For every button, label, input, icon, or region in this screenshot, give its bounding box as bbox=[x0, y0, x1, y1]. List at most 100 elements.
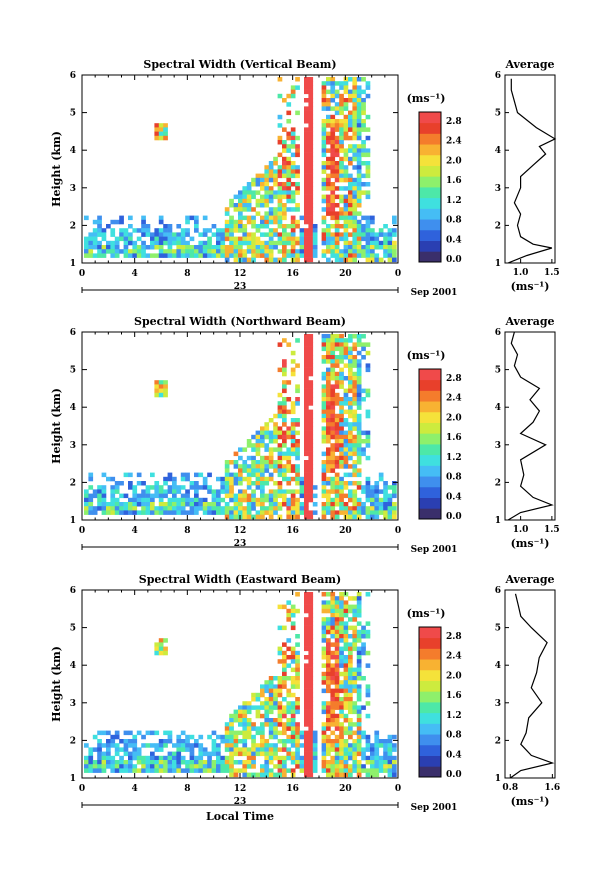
heatmap-cell bbox=[132, 755, 138, 761]
heatmap-cell bbox=[97, 502, 102, 507]
heatmap-cell bbox=[295, 705, 300, 710]
heatmap-cell bbox=[343, 680, 349, 685]
heatmap-cell bbox=[304, 680, 309, 685]
heatmap-cell bbox=[304, 722, 309, 727]
avg-y-tick-label: 2 bbox=[495, 478, 501, 488]
x-tick-label: 16 bbox=[286, 269, 299, 279]
heatmap-cell bbox=[352, 156, 358, 162]
heatmap-cell bbox=[295, 182, 300, 187]
heatmap-cell bbox=[224, 755, 230, 761]
heatmap-cell bbox=[334, 384, 340, 389]
heatmap-cell bbox=[251, 726, 256, 731]
heatmap-cell bbox=[224, 739, 230, 744]
heatmap-cell bbox=[150, 472, 155, 478]
heatmap-cell bbox=[242, 257, 248, 263]
heatmap-cell bbox=[238, 481, 243, 486]
heatmap-cell bbox=[277, 257, 283, 263]
heatmap-cell bbox=[132, 489, 138, 494]
heatmap-cell bbox=[356, 190, 362, 195]
heatmap-cell bbox=[330, 629, 336, 635]
heatmap-cell bbox=[334, 119, 340, 124]
heatmap-cell bbox=[290, 350, 296, 356]
heatmap-cells bbox=[84, 592, 397, 778]
heatmap-cell bbox=[119, 760, 124, 765]
heatmap-cell bbox=[343, 186, 349, 191]
heatmap-cell bbox=[264, 764, 270, 769]
heatmap-cell bbox=[339, 211, 344, 216]
heatmap-cell bbox=[207, 485, 212, 490]
heatmap-cell bbox=[321, 430, 327, 436]
heatmap-cell bbox=[180, 472, 186, 478]
heatmap-cell bbox=[268, 510, 274, 515]
heatmap-cell bbox=[343, 747, 349, 752]
y-tick-label: 5 bbox=[70, 624, 76, 634]
heatmap-cell bbox=[88, 506, 94, 511]
heatmap-cell bbox=[220, 245, 226, 250]
heatmap-cell bbox=[374, 485, 380, 490]
heatmap-cell bbox=[343, 207, 349, 212]
heatmap-cell bbox=[339, 232, 344, 237]
heatmap-cell bbox=[216, 510, 221, 515]
heatmap-cell bbox=[268, 173, 274, 179]
heatmap-cell bbox=[295, 224, 300, 229]
heatmap-cell bbox=[304, 739, 309, 744]
heatmap-cell bbox=[361, 228, 366, 233]
heatmap-cell bbox=[233, 481, 239, 486]
heatmap-cell bbox=[246, 203, 252, 208]
heatmap-cell bbox=[290, 493, 296, 499]
heatmap-cell bbox=[321, 253, 327, 258]
heatmap-cell bbox=[202, 506, 208, 511]
colorbar-unit: (ms⁻¹) bbox=[407, 92, 446, 105]
heatmap-cell bbox=[304, 409, 309, 415]
heatmap-cell bbox=[304, 676, 309, 681]
heatmap-cell bbox=[361, 430, 366, 436]
heatmap-cell bbox=[356, 371, 362, 377]
heatmap-cell bbox=[101, 249, 107, 254]
colorbar-label: 2.0 bbox=[446, 671, 462, 681]
heatmap-cell bbox=[383, 739, 388, 744]
heatmap-cell bbox=[229, 203, 234, 208]
heatmap-cell bbox=[356, 705, 362, 710]
heatmap-cell bbox=[348, 481, 353, 486]
heatmap-cell bbox=[277, 502, 283, 507]
heatmap-cell bbox=[356, 688, 362, 694]
heatmap-cell bbox=[268, 697, 274, 702]
heatmap-cell bbox=[290, 236, 296, 242]
heatmap-cell bbox=[308, 198, 314, 204]
heatmap-cell bbox=[282, 409, 287, 415]
heatmap-cell bbox=[224, 257, 230, 263]
heatmap-cell bbox=[141, 764, 146, 769]
heatmap-cell bbox=[365, 493, 371, 499]
heatmap-cell bbox=[158, 232, 164, 237]
heatmap-cell bbox=[334, 392, 340, 398]
heatmap-cell bbox=[330, 207, 336, 212]
heatmap-cell bbox=[348, 506, 353, 511]
heatmap-cell bbox=[339, 371, 344, 377]
heatmap-cell bbox=[88, 493, 94, 499]
heatmap-cell bbox=[365, 114, 371, 120]
heatmap-cell bbox=[352, 207, 358, 212]
heatmap-cell bbox=[154, 236, 160, 242]
heatmap-cell bbox=[356, 608, 362, 614]
heatmap-cell bbox=[242, 240, 248, 246]
heatmap-cell bbox=[282, 359, 287, 364]
heatmap-cell bbox=[290, 705, 296, 710]
heatmap-cell bbox=[365, 194, 371, 200]
heatmap-cell bbox=[277, 152, 283, 158]
heatmap-cell bbox=[304, 684, 309, 689]
heatmap-cell bbox=[356, 359, 362, 364]
heatmap-cell bbox=[282, 140, 287, 145]
heatmap-cell bbox=[229, 245, 234, 250]
heatmap-cell bbox=[260, 232, 265, 237]
heatmap-cell bbox=[334, 663, 340, 668]
heatmap-cell bbox=[392, 232, 397, 237]
heatmap-cell bbox=[348, 367, 353, 373]
panel-title: Spectral Width (Vertical Beam) bbox=[143, 58, 336, 71]
heatmap-cell bbox=[141, 743, 146, 748]
heatmap-cell bbox=[352, 114, 358, 120]
heatmap-cell bbox=[365, 257, 371, 263]
heatmap-cell bbox=[251, 253, 256, 258]
heatmap-cell bbox=[84, 497, 89, 503]
heatmap-cell bbox=[304, 89, 309, 95]
heatmap-cell bbox=[361, 751, 366, 757]
